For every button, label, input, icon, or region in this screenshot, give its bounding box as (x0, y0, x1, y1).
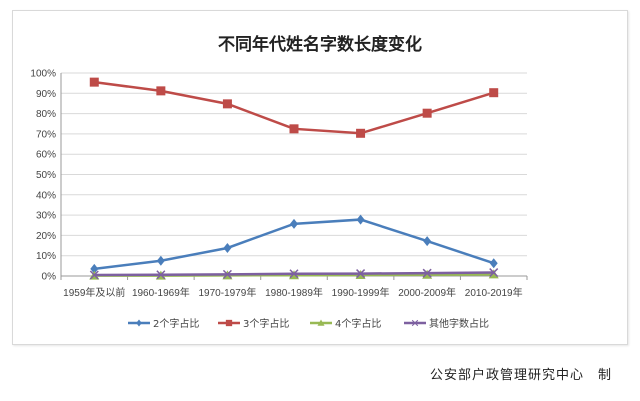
legend-label: 4个字占比 (335, 317, 381, 330)
square-marker (156, 86, 166, 96)
triangle-marker (317, 319, 325, 326)
series-x (89, 268, 499, 280)
diamond-marker (223, 242, 232, 253)
x-tick-label: 1959年及以前 (63, 286, 125, 299)
diamond-marker (90, 263, 99, 274)
x-tick-label: 1970-1979年 (199, 286, 257, 299)
x-marker (289, 269, 299, 279)
y-tick-label: 20% (36, 231, 56, 242)
diamond-marker (290, 218, 298, 229)
y-tick-label: 100% (30, 69, 56, 80)
square-marker (89, 77, 99, 87)
legend-label: 其他字数占比 (429, 317, 489, 330)
y-tick-label: 40% (36, 190, 56, 201)
legend-item: 2个字占比 (128, 317, 199, 330)
x-tick-label: 2010-2019年 (465, 286, 523, 299)
x-marker (422, 268, 432, 278)
square-marker (289, 124, 299, 134)
x-tick-label: 2000-2009年 (398, 286, 456, 299)
x-tick-label: 1980-1989年 (265, 286, 323, 299)
x-marker (156, 270, 166, 280)
y-tick-label: 80% (36, 109, 56, 120)
y-tick-label: 0% (42, 272, 57, 283)
legend-item: 其他字数占比 (404, 317, 489, 330)
y-tick-label: 70% (36, 129, 56, 140)
x-marker (489, 268, 499, 278)
y-tick-label: 50% (36, 170, 56, 181)
diamond-marker (423, 236, 432, 247)
square-marker (225, 319, 233, 327)
diamond-marker (489, 258, 498, 269)
square-marker (422, 108, 432, 118)
series-square (89, 77, 499, 138)
x-marker (356, 269, 366, 279)
y-tick-label: 60% (36, 150, 56, 161)
x-marker (222, 269, 232, 279)
x-tick-label: 1990-1999年 (332, 286, 390, 299)
y-tick-label: 90% (36, 89, 56, 100)
chart-frame (12, 10, 628, 345)
x-marker (411, 319, 419, 327)
legend-label: 2个字占比 (153, 317, 199, 330)
diamond-marker (136, 319, 142, 327)
diamond-marker (156, 255, 165, 266)
y-tick-label: 10% (36, 251, 56, 262)
series-diamond (90, 214, 498, 274)
x-marker (89, 270, 99, 280)
square-marker (356, 128, 366, 138)
legend-item: 3个字占比 (218, 317, 289, 330)
y-tick-label: 30% (36, 211, 56, 222)
source-credit: 公安部户政管理研究中心 制 (429, 368, 612, 383)
square-marker (489, 88, 499, 98)
x-tick-label: 1960-1969年 (132, 286, 190, 299)
legend-label: 3个字占比 (243, 317, 289, 330)
diamond-marker (356, 214, 365, 225)
triangle-marker (488, 269, 499, 279)
chart-title: 不同年代姓名字数长度变化 (218, 35, 422, 55)
legend-item: 4个字占比 (310, 317, 381, 330)
square-marker (222, 99, 232, 109)
